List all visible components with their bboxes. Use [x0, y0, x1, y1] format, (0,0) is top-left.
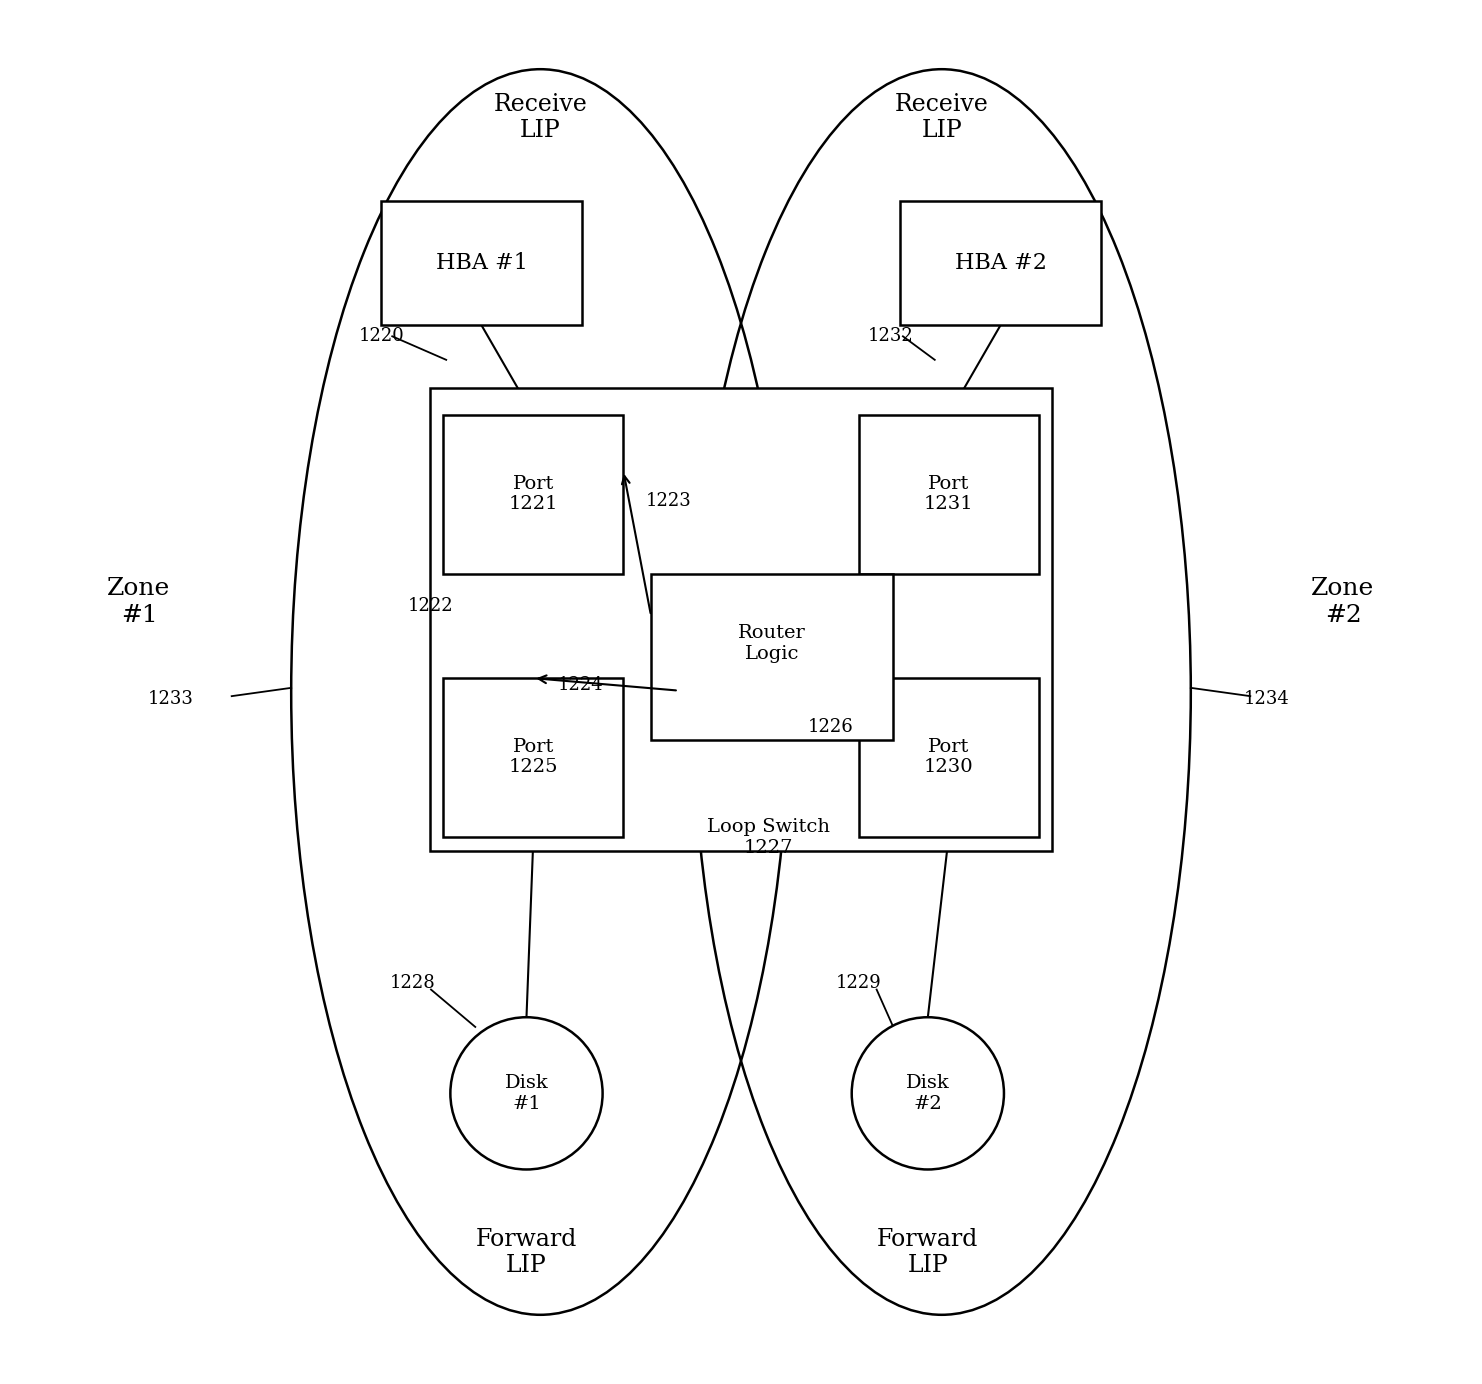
FancyBboxPatch shape	[651, 574, 894, 740]
Text: Zone
#1: Zone #1	[107, 577, 170, 627]
Text: 1233: 1233	[148, 689, 194, 709]
Text: Port
1231: Port 1231	[923, 475, 974, 513]
Text: 1222: 1222	[408, 597, 453, 616]
Text: Forward
LIP: Forward LIP	[877, 1228, 978, 1277]
Text: Receive
LIP: Receive LIP	[494, 93, 587, 143]
FancyBboxPatch shape	[900, 201, 1101, 325]
FancyBboxPatch shape	[430, 388, 1052, 851]
FancyBboxPatch shape	[443, 678, 624, 837]
Text: 1234: 1234	[1243, 689, 1289, 709]
Text: Port
1230: Port 1230	[923, 738, 974, 776]
Text: Router
Logic: Router Logic	[738, 624, 806, 663]
Text: Port
1221: Port 1221	[508, 475, 559, 513]
Text: 1223: 1223	[646, 491, 692, 511]
Circle shape	[852, 1017, 1003, 1169]
Text: 1232: 1232	[867, 327, 913, 346]
Text: Disk
#1: Disk #1	[504, 1074, 548, 1113]
Text: 1229: 1229	[836, 973, 882, 992]
Text: HBA #1: HBA #1	[436, 252, 528, 274]
FancyBboxPatch shape	[858, 678, 1039, 837]
Text: 1226: 1226	[808, 717, 854, 736]
Text: Disk
#2: Disk #2	[906, 1074, 950, 1113]
Circle shape	[451, 1017, 603, 1169]
Text: Zone
#2: Zone #2	[1312, 577, 1375, 627]
Text: Port
1225: Port 1225	[508, 738, 559, 776]
FancyBboxPatch shape	[381, 201, 582, 325]
Text: 1220: 1220	[359, 327, 405, 346]
FancyBboxPatch shape	[858, 415, 1039, 574]
Text: Receive
LIP: Receive LIP	[895, 93, 988, 143]
FancyBboxPatch shape	[443, 415, 624, 574]
Text: 1224: 1224	[557, 675, 603, 695]
Text: Forward
LIP: Forward LIP	[476, 1228, 576, 1277]
Text: 1228: 1228	[390, 973, 436, 992]
Text: Loop Switch
1227: Loop Switch 1227	[707, 818, 830, 857]
Text: HBA #2: HBA #2	[954, 252, 1046, 274]
